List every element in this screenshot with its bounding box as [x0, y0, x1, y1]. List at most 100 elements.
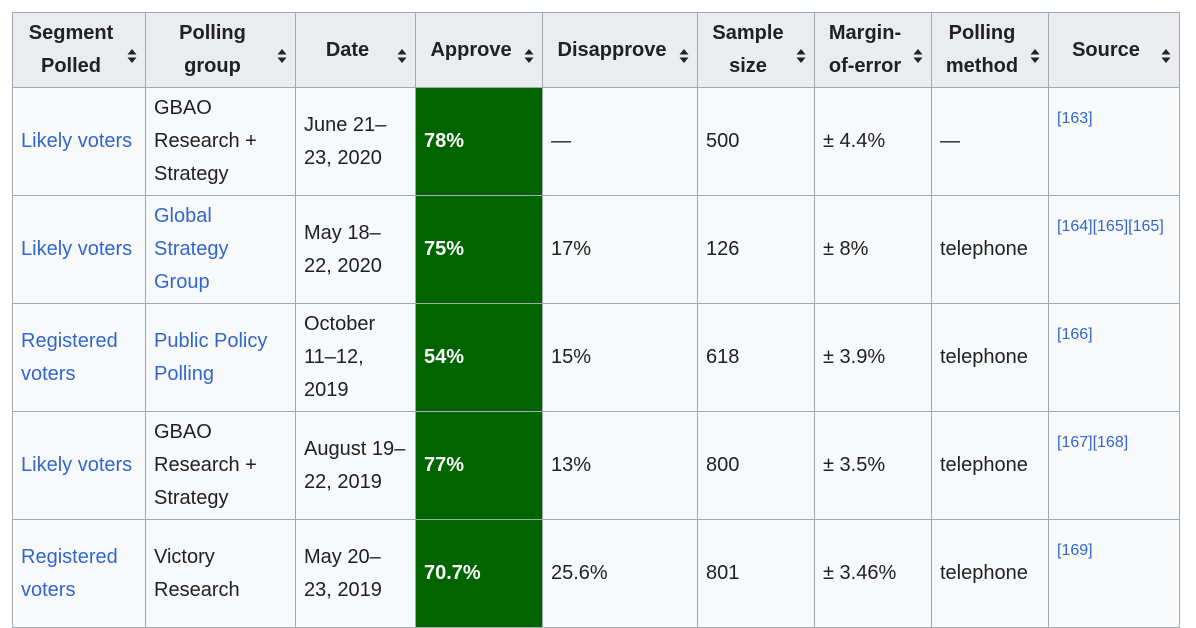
polling-group-cell-text: GBAO Research + Strategy: [154, 421, 257, 509]
polling-table: Segment Polled Polling group Date Approv…: [12, 12, 1180, 628]
margin-of-error-cell: ± 8%: [814, 195, 932, 304]
column-header-label: Disapprove: [557, 38, 667, 61]
polling-group-cell-text: GBAO Research + Strategy: [154, 97, 257, 185]
approve-cell: 75%: [415, 195, 543, 304]
sample-size-cell: 500: [697, 87, 815, 196]
sort-both-icon[interactable]: [1161, 42, 1171, 63]
column-header-source[interactable]: Source: [1048, 12, 1180, 88]
reference-link[interactable]: [164][165][165]: [1057, 218, 1164, 235]
disapprove-cell-text: 25.6%: [551, 562, 608, 584]
disapprove-cell-text: 15%: [551, 346, 592, 368]
date-cell-text: August 19–22, 2019: [304, 437, 406, 493]
date-cell: May 20–23, 2019: [295, 519, 416, 628]
segment-cell: Registered voters: [12, 303, 146, 412]
column-header-label: Polling group: [179, 22, 246, 77]
approve-cell: 54%: [415, 303, 543, 412]
polling-method-cell-text: —: [940, 130, 960, 152]
approve-cell-text: 77%: [424, 454, 465, 476]
margin-of-error-cell-text: ± 3.46%: [823, 562, 897, 584]
sample-size-cell: 801: [697, 519, 815, 628]
disapprove-cell: 17%: [542, 195, 698, 304]
column-header-polling-method[interactable]: Polling method: [931, 12, 1049, 88]
column-header-margin-of-error[interactable]: Margin-of-error: [814, 12, 932, 88]
column-header-sample-size[interactable]: Sample size: [697, 12, 815, 88]
approve-cell: 70.7%: [415, 519, 543, 628]
segment-cell: Likely voters: [12, 87, 146, 196]
column-header-segment[interactable]: Segment Polled: [12, 12, 146, 88]
sample-size-cell-text: 800: [706, 454, 740, 476]
polling-method-cell: telephone: [931, 303, 1049, 412]
sort-both-icon[interactable]: [1030, 42, 1040, 63]
sort-both-icon[interactable]: [679, 42, 689, 63]
polling-method-cell-text: telephone: [940, 454, 1028, 476]
sample-size-cell-text: 126: [706, 238, 740, 260]
segment-cell-link[interactable]: Likely voters: [21, 238, 133, 260]
date-cell-text: June 21–23, 2020: [304, 113, 387, 169]
column-header-disapprove[interactable]: Disapprove: [542, 12, 698, 88]
segment-cell: Likely voters: [12, 195, 146, 304]
reference-link[interactable]: [167][168]: [1057, 434, 1129, 451]
column-header-label: Source: [1072, 38, 1140, 61]
segment-cell-link[interactable]: Likely voters: [21, 454, 133, 476]
sort-both-icon[interactable]: [127, 42, 137, 63]
source-cell: [169]: [1048, 519, 1180, 628]
sample-size-cell-text: 801: [706, 562, 740, 584]
disapprove-cell: 15%: [542, 303, 698, 412]
disapprove-cell-text: 17%: [551, 238, 592, 260]
disapprove-cell-text: 13%: [551, 454, 592, 476]
margin-of-error-cell: ± 3.9%: [814, 303, 932, 412]
reference-link[interactable]: [163]: [1057, 110, 1093, 127]
sample-size-cell-text: 500: [706, 130, 740, 152]
sample-size-cell: 618: [697, 303, 815, 412]
margin-of-error-cell: ± 3.5%: [814, 411, 932, 520]
approve-cell-text: 54%: [424, 346, 465, 368]
polling-group-cell-link[interactable]: Global Strategy Group: [154, 205, 229, 293]
date-cell-text: October 11–12, 2019: [304, 313, 376, 401]
reference-link[interactable]: [169]: [1057, 542, 1093, 559]
reference-link[interactable]: [166]: [1057, 326, 1093, 343]
sort-both-icon[interactable]: [913, 42, 923, 63]
table-row: Likely voters Global Strategy Group May 18…: [12, 195, 1180, 304]
column-header-label: Margin-of-error: [828, 22, 902, 77]
polling-group-cell-text: Victory Research: [154, 545, 240, 601]
column-header-polling-group[interactable]: Polling group: [145, 12, 296, 88]
column-header-date[interactable]: Date: [295, 12, 416, 88]
polling-method-cell: —: [931, 87, 1049, 196]
polling-group-cell-link[interactable]: Public Policy Polling: [154, 329, 268, 385]
polling-method-cell-text: telephone: [940, 562, 1028, 584]
segment-cell-link[interactable]: Likely voters: [21, 130, 133, 152]
sort-both-icon[interactable]: [796, 42, 806, 63]
polling-method-cell: telephone: [931, 519, 1049, 628]
source-cell: [166]: [1048, 303, 1180, 412]
source-cell: [163]: [1048, 87, 1180, 196]
segment-cell-link[interactable]: Registered voters: [21, 329, 118, 385]
polling-group-cell: Global Strategy Group: [145, 195, 296, 304]
segment-cell: Registered voters: [12, 519, 146, 628]
approve-cell: 77%: [415, 411, 543, 520]
margin-of-error-cell-text: ± 3.5%: [823, 454, 886, 476]
polling-method-cell: telephone: [931, 411, 1049, 520]
approve-cell-text: 78%: [424, 130, 465, 152]
table-row: Registered voters Public Policy Polling Oc…: [12, 303, 1180, 412]
disapprove-cell: 13%: [542, 411, 698, 520]
sort-both-icon[interactable]: [277, 42, 287, 63]
margin-of-error-cell-text: ± 4.4%: [823, 130, 886, 152]
column-header-approve[interactable]: Approve: [415, 12, 543, 88]
polling-group-cell: Victory Research: [145, 519, 296, 628]
table-body: Likely voters GBAO Research + Strategy Jun…: [12, 87, 1180, 628]
disapprove-cell: 25.6%: [542, 519, 698, 628]
sample-size-cell: 800: [697, 411, 815, 520]
approve-cell-text: 70.7%: [424, 562, 481, 584]
sort-both-icon[interactable]: [524, 42, 534, 63]
disapprove-cell: —: [542, 87, 698, 196]
segment-cell-link[interactable]: Registered voters: [21, 545, 118, 601]
sort-both-icon[interactable]: [397, 42, 407, 63]
column-header-label: Approve: [430, 38, 512, 61]
polling-group-cell: GBAO Research + Strategy: [145, 87, 296, 196]
source-cell: [167][168]: [1048, 411, 1180, 520]
margin-of-error-cell: ± 3.46%: [814, 519, 932, 628]
approve-cell: 78%: [415, 87, 543, 196]
column-header-label: Sample size: [712, 22, 784, 77]
table-row: Registered voters Victory Research May 20–…: [12, 519, 1180, 628]
header-row: Segment Polled Polling group Date Approv…: [12, 12, 1180, 88]
